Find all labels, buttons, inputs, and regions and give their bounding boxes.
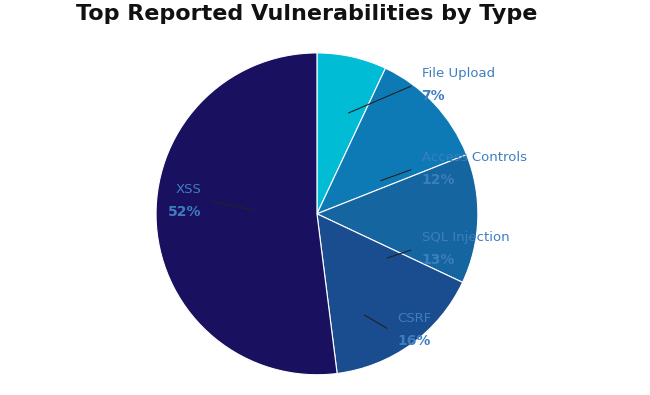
Wedge shape (317, 214, 463, 374)
Text: 52%: 52% (168, 205, 201, 219)
Text: 13%: 13% (422, 254, 455, 267)
Text: CSRF: CSRF (397, 312, 432, 325)
Wedge shape (317, 68, 467, 214)
Wedge shape (156, 53, 337, 375)
Text: XSS: XSS (176, 183, 201, 196)
Wedge shape (317, 53, 385, 214)
Text: 16%: 16% (397, 334, 431, 348)
Text: File Upload: File Upload (422, 67, 495, 80)
Text: Access Controls: Access Controls (422, 151, 526, 164)
Text: 7%: 7% (422, 89, 445, 103)
Text: Top Reported Vulnerabilities by Type: Top Reported Vulnerabilities by Type (75, 4, 537, 24)
Text: SQL Injection: SQL Injection (422, 231, 509, 245)
Text: 12%: 12% (422, 173, 455, 187)
Wedge shape (317, 154, 478, 282)
